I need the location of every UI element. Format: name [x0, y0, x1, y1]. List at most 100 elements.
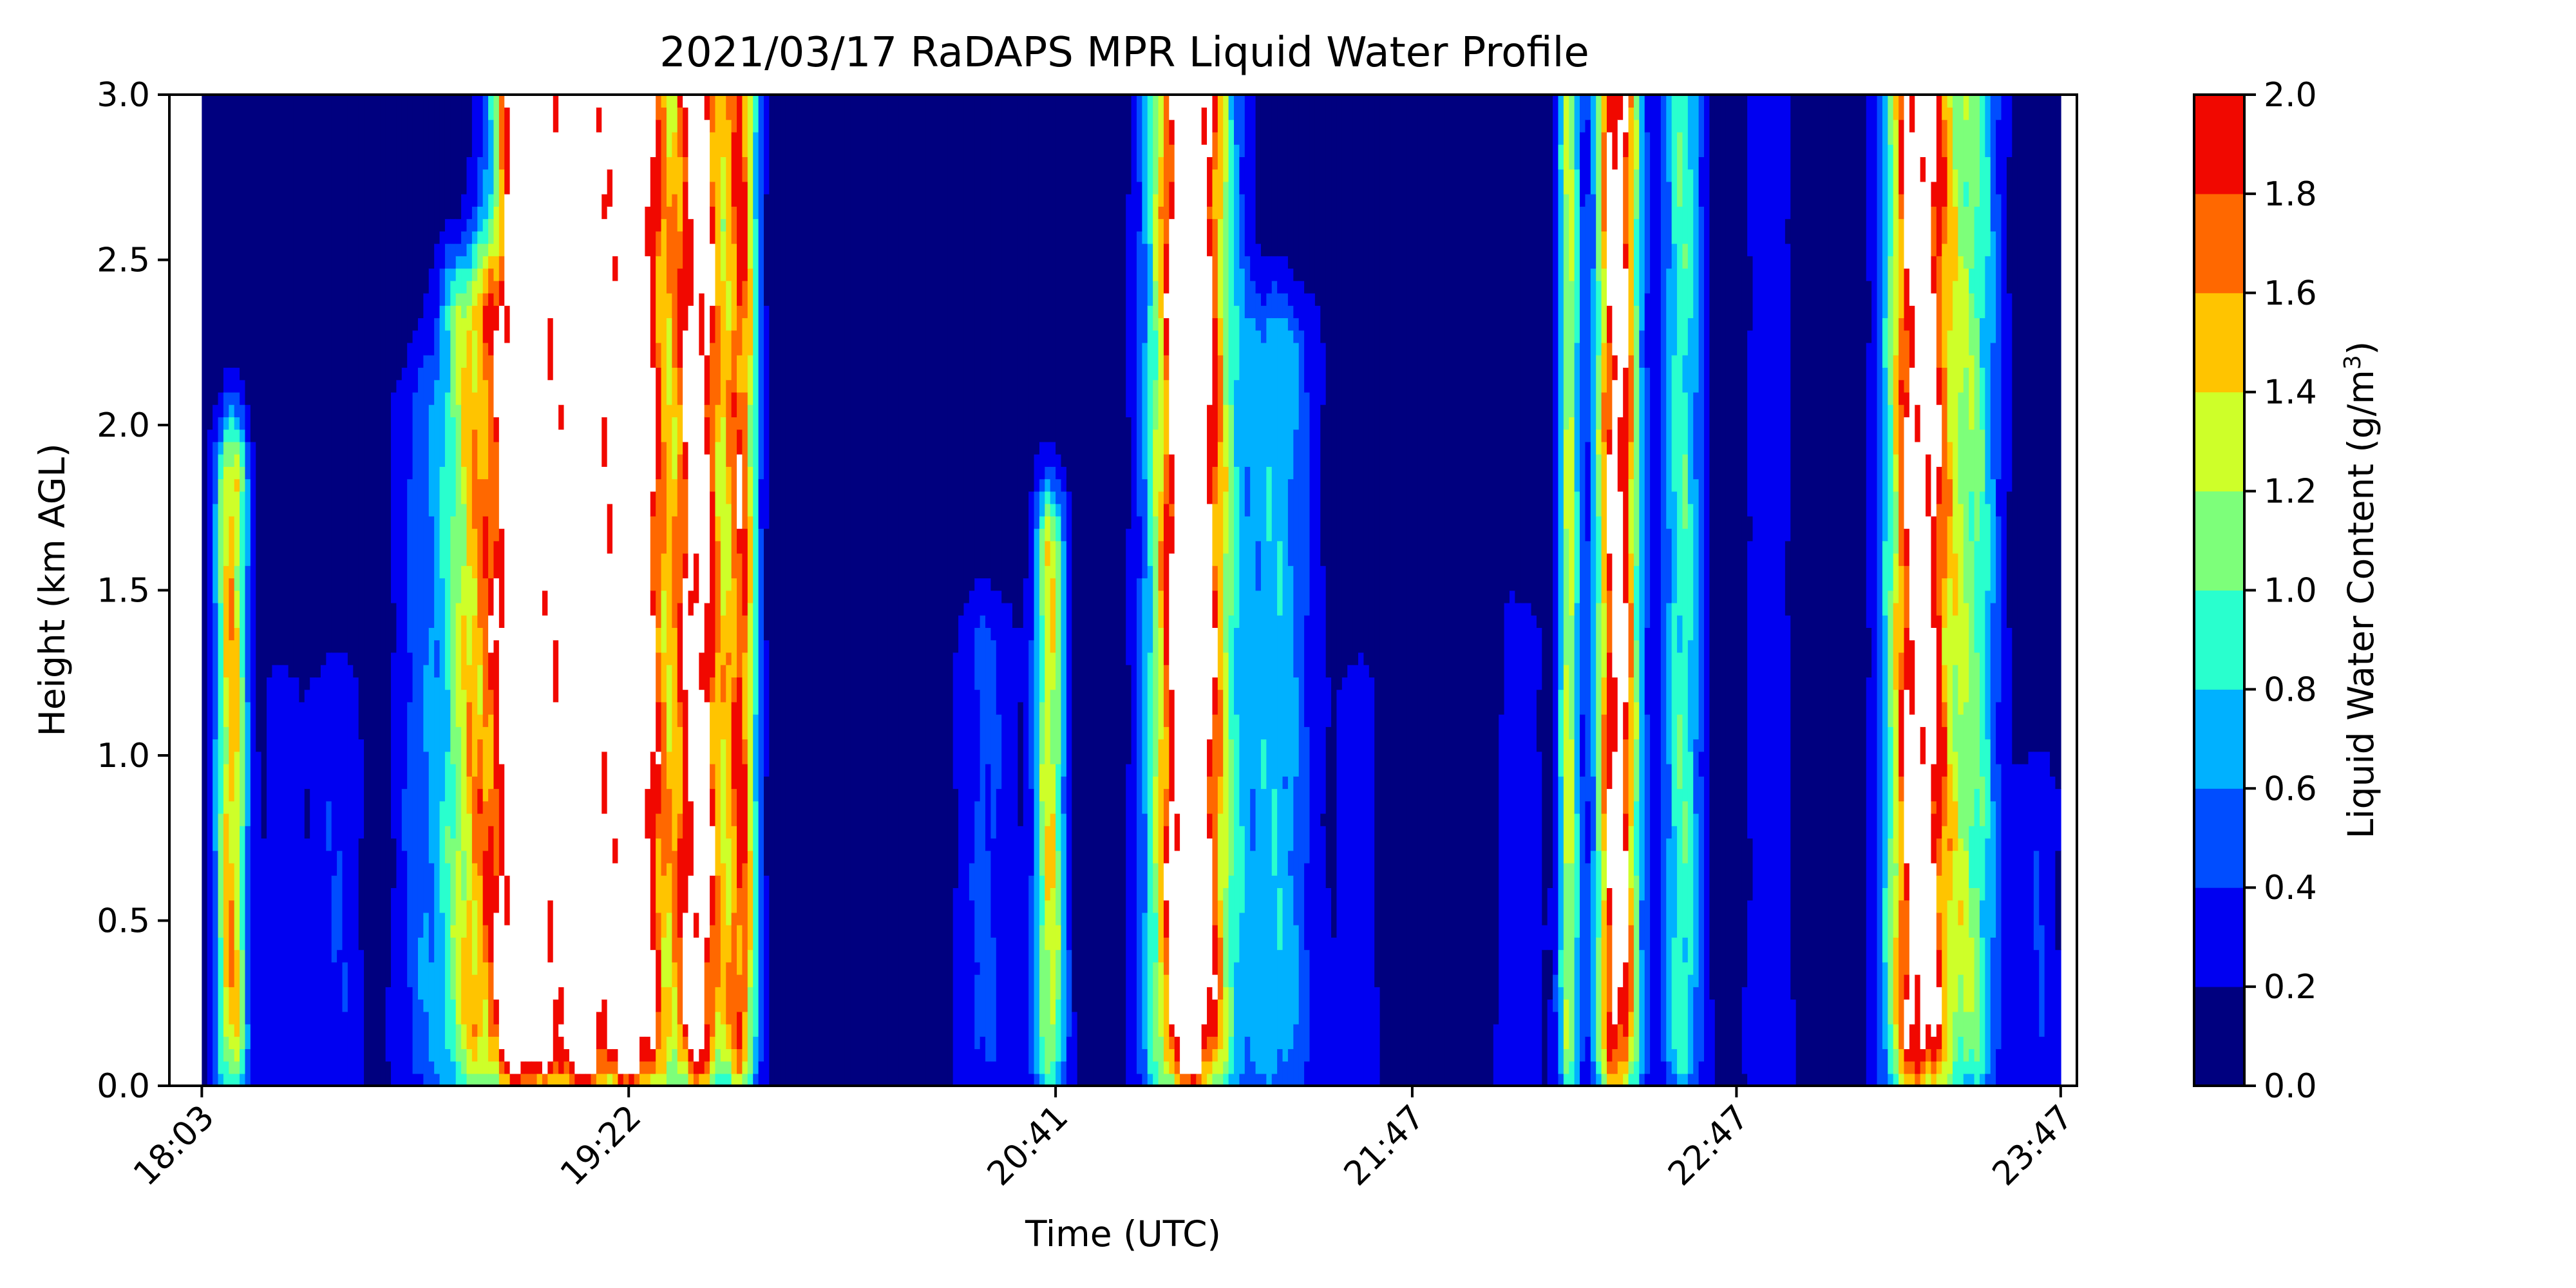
contour-cell	[396, 379, 402, 1086]
contour-cell	[1034, 528, 1040, 1074]
contour-cell	[488, 826, 495, 963]
contour-cell	[234, 565, 240, 591]
contour-cell	[726, 590, 732, 653]
contour-cell	[731, 95, 737, 133]
contour-cell	[1953, 206, 1959, 281]
contour-cell	[471, 1023, 478, 1037]
contour-cell	[1234, 961, 1240, 1086]
contour-cell	[2044, 95, 2050, 752]
contour-cell	[661, 553, 667, 591]
contour-cell	[1931, 1073, 1937, 1086]
contour-cell	[1931, 763, 1937, 802]
contour-cell	[1633, 739, 1640, 802]
contour-cell	[1250, 788, 1256, 851]
contour-cell	[1893, 862, 1899, 876]
contour-cell	[1601, 441, 1607, 603]
contour-cell	[2050, 95, 2056, 777]
contour-cell	[1212, 95, 1218, 133]
contour-cell	[607, 1048, 613, 1062]
contour-cell	[1904, 1073, 1910, 1086]
contour-cell	[2033, 850, 2040, 951]
contour-cell	[1228, 95, 1235, 120]
contour-cell	[1536, 751, 1543, 1086]
contour-cell	[2012, 95, 2018, 764]
contour-cell	[1931, 292, 1937, 516]
contour-cell	[974, 800, 981, 963]
contour-cell	[893, 95, 900, 1086]
contour-cell	[488, 268, 495, 294]
contour-cell	[1888, 590, 1894, 727]
contour-cell	[493, 417, 500, 442]
colorbar-tick-label: 1.4	[2264, 374, 2317, 412]
contour-cell	[482, 243, 489, 256]
contour-cell	[2039, 924, 2045, 1037]
contour-cell	[455, 268, 462, 294]
contour-cell	[213, 404, 219, 442]
contour-cell	[1953, 169, 1959, 207]
contour-cell	[1590, 1061, 1597, 1086]
contour-cell	[1563, 999, 1570, 1050]
contour-cell	[1974, 317, 1980, 542]
contour-cell	[990, 639, 997, 839]
contour-cell	[1255, 1073, 1262, 1086]
contour-cell	[1018, 701, 1024, 826]
contour-cell	[612, 280, 619, 839]
contour-cell	[1207, 206, 1213, 220]
contour-cell	[683, 1073, 689, 1086]
contour-cell	[1963, 701, 1969, 851]
contour-cell	[455, 305, 462, 405]
contour-cell	[1304, 614, 1311, 727]
contour-cell	[1045, 900, 1051, 951]
contour-cell	[1698, 776, 1705, 1062]
contour-cell	[1899, 689, 1905, 777]
contour-cell	[1801, 95, 1808, 1086]
contour-cell	[444, 305, 451, 331]
contour-cell	[1212, 169, 1218, 220]
contour-cell	[342, 961, 348, 1012]
contour-cell	[747, 404, 754, 467]
colorbar-tick-label: 1.0	[2264, 572, 2317, 611]
contour-cell	[1347, 664, 1354, 1086]
contour-cell	[1969, 95, 1975, 269]
contour-cell	[720, 701, 727, 740]
contour-cell	[1639, 1073, 1645, 1086]
contour-cell	[1163, 453, 1170, 504]
contour-cell	[1709, 95, 1716, 1000]
contour-cell	[542, 614, 549, 1074]
contour-cell	[661, 652, 667, 703]
x-axis: 18:03 19:22 20:41 21:47 22:47 23:47	[126, 1086, 2081, 1193]
contour-cell	[488, 292, 495, 355]
contour-cell	[1174, 1036, 1180, 1062]
contour-cell	[1169, 1073, 1175, 1086]
contour-cell	[466, 243, 473, 269]
contour-cell	[2055, 95, 2061, 790]
contour-cell	[423, 751, 430, 913]
contour-cell	[769, 95, 775, 1086]
contour-cell	[1590, 850, 1597, 1062]
contour-cell	[1158, 218, 1164, 319]
contour-cell	[672, 417, 678, 480]
contour-cell	[1899, 652, 1905, 690]
contour-cell	[2017, 763, 2023, 1086]
contour-cell	[1953, 850, 1959, 1012]
contour-cell	[758, 95, 764, 480]
contour-cell	[1050, 441, 1056, 467]
contour-cell	[656, 751, 662, 764]
contour-cell	[1223, 404, 1229, 467]
contour-cell	[1687, 169, 1694, 319]
contour-cell	[434, 243, 440, 319]
contour-cell	[337, 949, 343, 1086]
contour-cell	[1958, 503, 1964, 715]
contour-cell	[1223, 553, 1229, 653]
contour-cell	[498, 280, 506, 306]
contour-cell	[1320, 95, 1327, 343]
contour-cell	[455, 243, 462, 256]
contour-cell	[1958, 392, 1964, 504]
contour-cell	[677, 838, 683, 938]
contour-cell	[1163, 974, 1170, 1062]
contour-cell	[547, 379, 554, 901]
contour-cell	[493, 1073, 500, 1086]
contour-cell	[720, 231, 727, 281]
contour-cell	[1163, 1061, 1170, 1074]
contour-cell	[1644, 367, 1651, 629]
